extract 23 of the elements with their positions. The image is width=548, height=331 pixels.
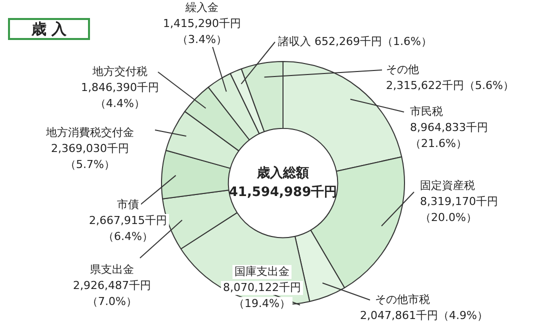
data-label: 2,047,861千円（4.9%）	[360, 308, 488, 322]
slice-label: 県支出金	[90, 262, 134, 276]
slice-label: 市民税	[410, 104, 443, 118]
slice-label: 固定資産税	[420, 178, 475, 192]
data-label: 1,415,290千円（3.4%）	[163, 16, 241, 46]
data-label: 2,315,622千円（5.6%）	[386, 78, 514, 92]
text: 歳 入	[8, 18, 90, 40]
data-label: 8,319,170千円（20.0%）	[420, 194, 498, 224]
slice-label: 国庫支出金	[234, 264, 290, 278]
slice-label: 諸収入 652,269千円（1.6%）	[278, 34, 432, 48]
data-label: 2,926,487千円（7.0%）	[73, 278, 151, 308]
slice-label: 地方交付税	[92, 64, 148, 78]
slice-label: その他市税	[375, 292, 430, 306]
data-label: 2,667,915千円（6.4%）	[89, 214, 167, 243]
data-label: 8,070,122千円（19.4%）	[223, 280, 301, 310]
data-label: 8,964,833千円（21.6%）	[410, 120, 488, 150]
data-label: 1,846,390千円（4.4%）	[81, 80, 159, 110]
slice-label: 市債	[117, 198, 139, 211]
text: 歳入総額 41,594,989千円	[228, 164, 338, 200]
slice-label: その他	[386, 62, 419, 76]
legend-label: 地方消費税交付金	[45, 126, 134, 139]
data-label: 2,369,030千円（5.7%）	[51, 142, 129, 171]
slice-label: 繰入金	[184, 0, 218, 14]
